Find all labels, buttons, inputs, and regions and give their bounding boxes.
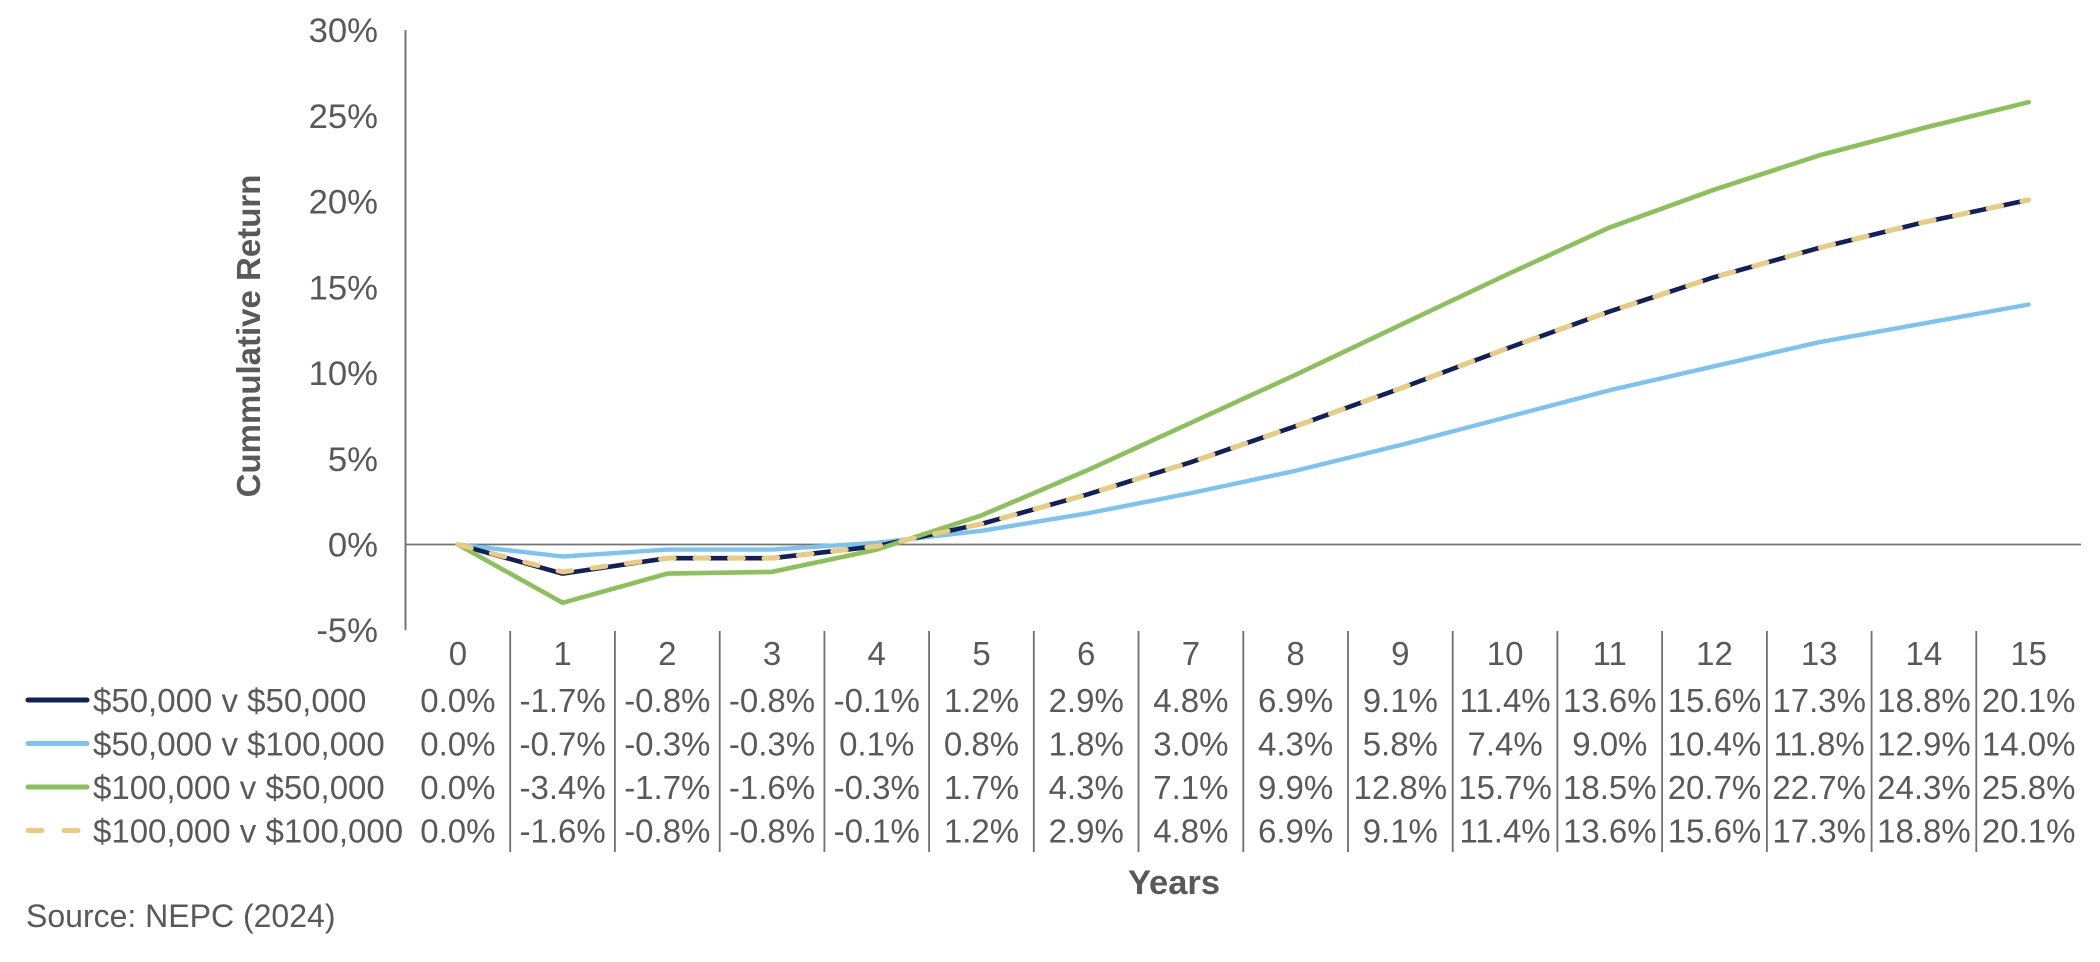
svg-text:0%: 0% [328,527,378,565]
svg-text:25%: 25% [309,98,378,136]
svg-text:7.1%: 7.1% [1153,769,1228,806]
svg-text:25.8%: 25.8% [1982,769,2076,806]
svg-text:20.1%: 20.1% [1982,813,2076,850]
svg-text:1.2%: 1.2% [944,813,1019,850]
svg-text:3.0%: 3.0% [1153,726,1228,763]
svg-text:Source: NEPC (2024): Source: NEPC (2024) [26,898,335,934]
svg-text:-1.7%: -1.7% [624,769,710,806]
svg-text:4.8%: 4.8% [1153,682,1228,719]
svg-text:5%: 5% [328,441,378,479]
svg-text:$50,000 v $100,000: $50,000 v $100,000 [93,726,385,763]
svg-text:9: 9 [1391,635,1409,672]
svg-text:-0.7%: -0.7% [519,726,605,763]
svg-text:5.8%: 5.8% [1363,726,1438,763]
svg-text:7.4%: 7.4% [1467,726,1542,763]
svg-text:1.8%: 1.8% [1049,726,1124,763]
svg-text:15.6%: 15.6% [1668,682,1762,719]
svg-text:8: 8 [1286,635,1304,672]
svg-text:$100,000 v $50,000: $100,000 v $50,000 [93,769,385,806]
svg-text:15.7%: 15.7% [1458,769,1552,806]
svg-text:12.8%: 12.8% [1354,769,1448,806]
svg-text:2.9%: 2.9% [1049,682,1124,719]
svg-text:24.3%: 24.3% [1877,769,1971,806]
svg-text:4.3%: 4.3% [1049,769,1124,806]
svg-text:$50,000 v $50,000: $50,000 v $50,000 [93,682,366,719]
svg-text:20.7%: 20.7% [1668,769,1762,806]
svg-text:-3.4%: -3.4% [519,769,605,806]
svg-text:2.9%: 2.9% [1049,813,1124,850]
svg-text:14.0%: 14.0% [1982,726,2076,763]
svg-text:5: 5 [972,635,990,672]
svg-text:Cummulative Return: Cummulative Return [230,175,267,498]
svg-text:4.3%: 4.3% [1258,726,1333,763]
svg-text:17.3%: 17.3% [1772,682,1866,719]
svg-text:10: 10 [1487,635,1524,672]
svg-text:3: 3 [763,635,781,672]
svg-text:14: 14 [1906,635,1943,672]
svg-text:-0.8%: -0.8% [729,682,815,719]
svg-text:$100,000 v $100,000: $100,000 v $100,000 [93,813,403,850]
svg-text:6.9%: 6.9% [1258,813,1333,850]
svg-text:0.0%: 0.0% [420,682,495,719]
svg-text:0.1%: 0.1% [839,726,914,763]
svg-text:18.8%: 18.8% [1877,813,1971,850]
svg-text:18.5%: 18.5% [1563,769,1657,806]
svg-text:1.2%: 1.2% [944,682,1019,719]
svg-text:30%: 30% [309,12,378,50]
svg-text:9.9%: 9.9% [1258,769,1333,806]
svg-text:11.4%: 11.4% [1460,682,1551,719]
svg-text:11.8%: 11.8% [1774,726,1865,763]
svg-text:10%: 10% [309,355,378,393]
svg-text:18.8%: 18.8% [1877,682,1971,719]
svg-text:4: 4 [868,635,886,672]
svg-text:9.0%: 9.0% [1572,726,1647,763]
svg-text:7: 7 [1182,635,1200,672]
svg-text:11.4%: 11.4% [1460,813,1551,850]
svg-text:15.6%: 15.6% [1668,813,1762,850]
svg-text:-5%: -5% [316,612,378,650]
svg-text:13: 13 [1801,635,1838,672]
svg-text:0.0%: 0.0% [420,769,495,806]
svg-text:15%: 15% [309,269,378,307]
svg-text:20.1%: 20.1% [1982,682,2076,719]
svg-text:12: 12 [1696,635,1733,672]
svg-text:13.6%: 13.6% [1563,682,1657,719]
svg-text:-0.8%: -0.8% [624,682,710,719]
svg-text:-1.7%: -1.7% [519,682,605,719]
svg-text:-1.6%: -1.6% [729,769,815,806]
svg-text:0.0%: 0.0% [420,813,495,850]
svg-text:-0.1%: -0.1% [834,682,920,719]
svg-text:9.1%: 9.1% [1363,813,1438,850]
svg-text:Years: Years [1128,864,1220,902]
svg-text:13.6%: 13.6% [1563,813,1657,850]
svg-text:1.7%: 1.7% [944,769,1019,806]
svg-text:11: 11 [1593,635,1627,672]
svg-text:-0.1%: -0.1% [834,813,920,850]
svg-text:-0.3%: -0.3% [834,769,920,806]
svg-text:10.4%: 10.4% [1668,726,1762,763]
svg-text:-0.8%: -0.8% [624,813,710,850]
svg-text:-1.6%: -1.6% [519,813,605,850]
svg-text:17.3%: 17.3% [1772,813,1866,850]
svg-text:22.7%: 22.7% [1772,769,1866,806]
svg-text:6.9%: 6.9% [1258,682,1333,719]
svg-text:2: 2 [658,635,676,672]
svg-text:0: 0 [449,635,467,672]
svg-text:1: 1 [553,635,571,672]
svg-text:6: 6 [1077,635,1095,672]
svg-text:15: 15 [2010,635,2047,672]
svg-text:12.9%: 12.9% [1877,726,1971,763]
svg-text:20%: 20% [309,184,378,222]
svg-text:9.1%: 9.1% [1363,682,1438,719]
svg-text:-0.8%: -0.8% [729,813,815,850]
svg-text:0.8%: 0.8% [944,726,1019,763]
svg-text:0.0%: 0.0% [420,726,495,763]
svg-text:-0.3%: -0.3% [729,726,815,763]
svg-text:4.8%: 4.8% [1153,813,1228,850]
svg-text:-0.3%: -0.3% [624,726,710,763]
